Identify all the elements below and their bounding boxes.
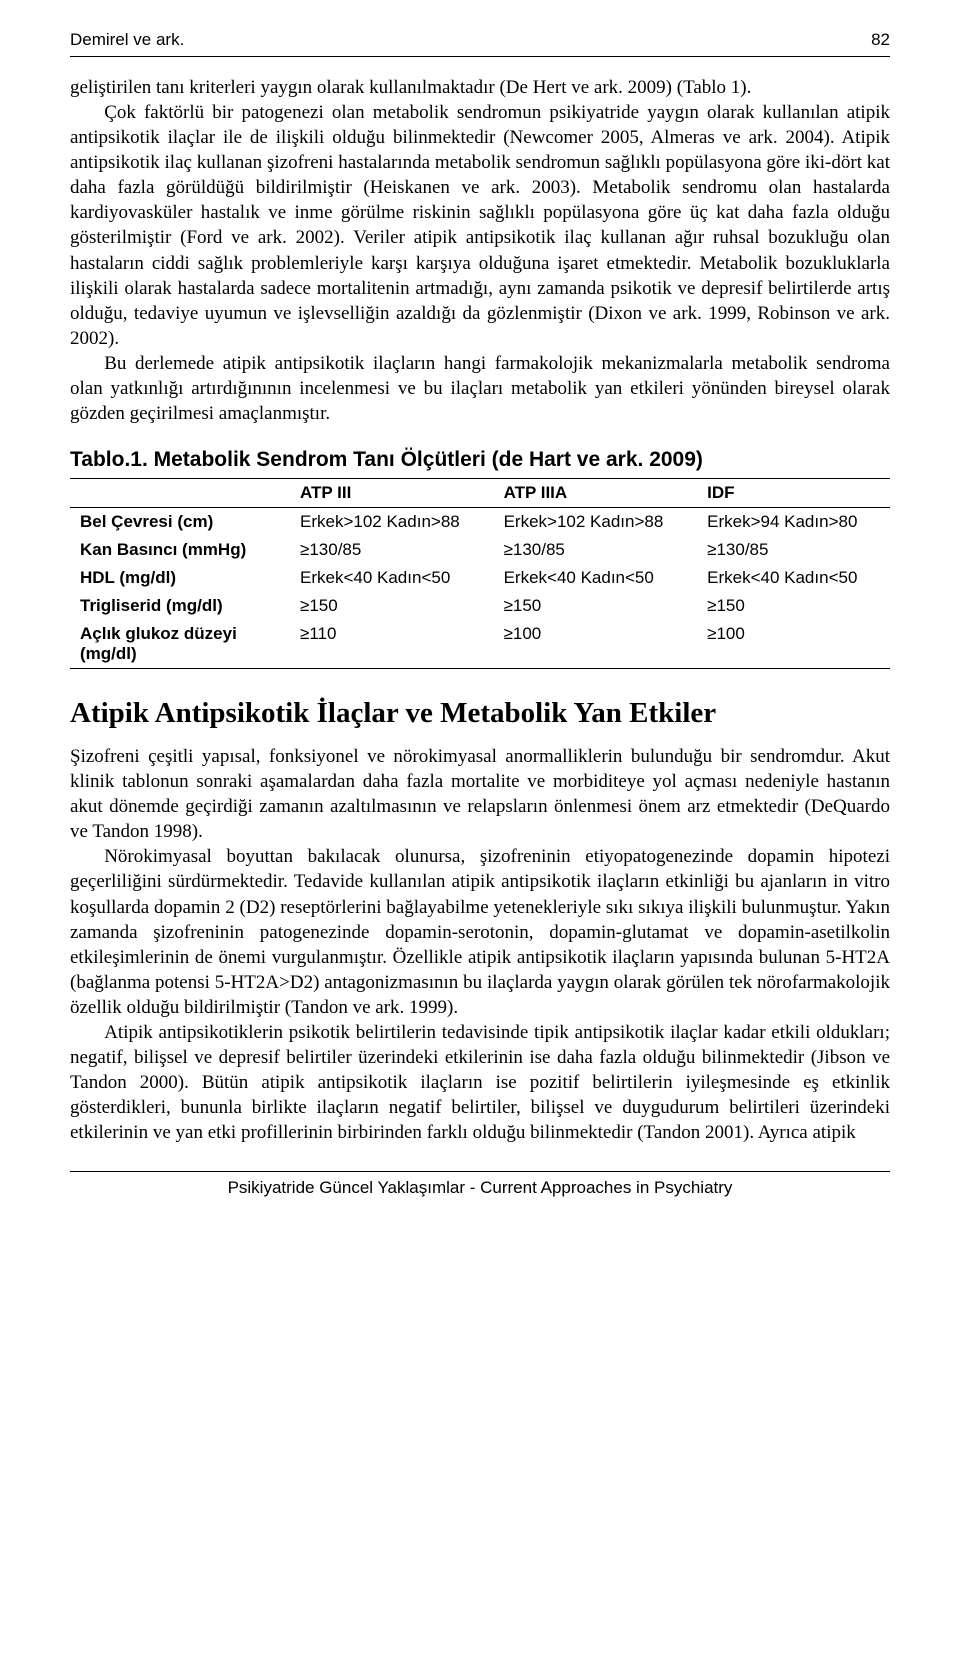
table-cell: ≥130/85 [494,536,698,564]
body-paragraph-3: Bu derlemede atipik antipsikotik ilaçlar… [70,351,890,426]
table-cell: ≥130/85 [290,536,494,564]
table-cell: ≥150 [290,592,494,620]
table-row: Bel Çevresi (cm) Erkek>102 Kadın>88 Erke… [70,508,890,537]
table-cell: ≥150 [494,592,698,620]
running-head: Demirel ve ark. 82 [70,30,890,50]
table-header-col1: ATP III [290,479,494,508]
table-row-label: HDL (mg/dl) [70,564,290,592]
table-row: Kan Basıncı (mmHg) ≥130/85 ≥130/85 ≥130/… [70,536,890,564]
table-caption: Tablo.1. Metabolik Sendrom Tanı Ölçütler… [70,448,890,472]
table-row-label: Kan Basıncı (mmHg) [70,536,290,564]
table-header-col2: ATP IIIA [494,479,698,508]
table-cell: Erkek<40 Kadın<50 [494,564,698,592]
table-row: HDL (mg/dl) Erkek<40 Kadın<50 Erkek<40 K… [70,564,890,592]
page-number: 82 [871,30,890,50]
body-paragraph-6: Atipik antipsikotiklerin psikotik belirt… [70,1020,890,1145]
table-cell: ≥100 [697,620,890,669]
footer: Psikiyatride Güncel Yaklaşımlar - Curren… [70,1171,890,1198]
section-heading: Atipik Antipsikotik İlaçlar ve Metabolik… [70,697,890,730]
table-cell: Erkek<40 Kadın<50 [697,564,890,592]
table-cell: Erkek>102 Kadın>88 [290,508,494,537]
table-row-label: Bel Çevresi (cm) [70,508,290,537]
table-cell: Erkek<40 Kadın<50 [290,564,494,592]
table-cell: ≥110 [290,620,494,669]
criteria-table: ATP III ATP IIIA IDF Bel Çevresi (cm) Er… [70,478,890,669]
table-cell: ≥100 [494,620,698,669]
body-paragraph-1: geliştirilen tanı kriterleri yaygın olar… [70,75,890,100]
body-paragraph-2: Çok faktörlü bir patogenezi olan metabol… [70,100,890,351]
table-row-label: Açlık glukoz düzeyi (mg/dl) [70,620,290,669]
header-rule [70,56,890,57]
table-cell: Erkek>94 Kadın>80 [697,508,890,537]
table-header-col3: IDF [697,479,890,508]
table-row: Açlık glukoz düzeyi (mg/dl) ≥110 ≥100 ≥1… [70,620,890,669]
body-paragraph-5: Nörokimyasal boyuttan bakılacak olunursa… [70,844,890,1020]
table-header-empty [70,479,290,508]
page: Demirel ve ark. 82 geliştirilen tanı kri… [0,0,960,1228]
table-cell: Erkek>102 Kadın>88 [494,508,698,537]
table-cell: ≥150 [697,592,890,620]
body-paragraph-4: Şizofreni çeşitli yapısal, fonksiyonel v… [70,744,890,844]
table-cell: ≥130/85 [697,536,890,564]
running-head-left: Demirel ve ark. [70,30,184,50]
table-row: Trigliserid (mg/dl) ≥150 ≥150 ≥150 [70,592,890,620]
table-row-label: Trigliserid (mg/dl) [70,592,290,620]
